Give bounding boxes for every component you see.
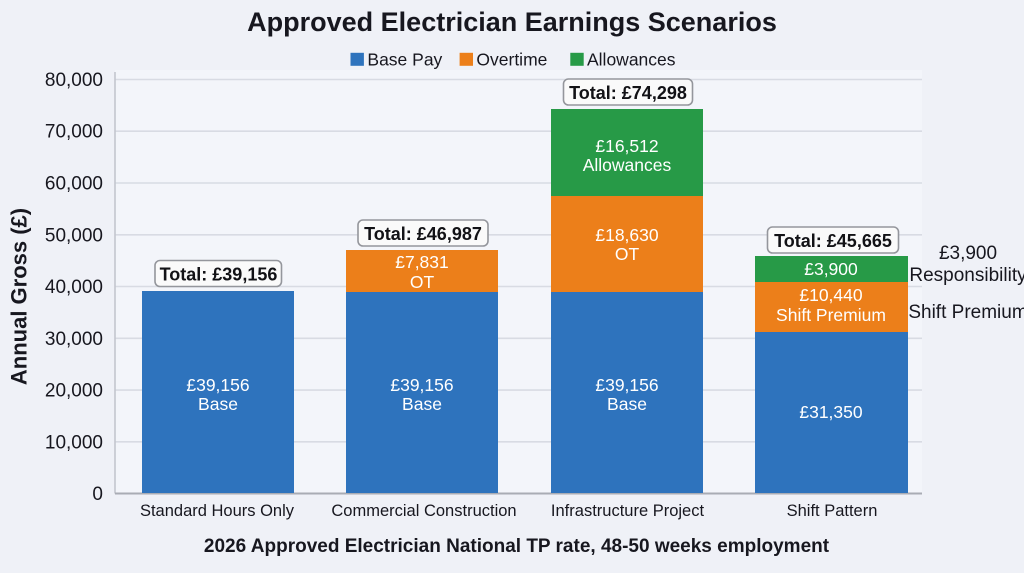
svg-text:£10,440: £10,440	[799, 285, 863, 305]
svg-text:Approved Electrician Earnings: Approved Electrician Earnings Scenarios	[247, 7, 777, 37]
svg-text:£3,900: £3,900	[939, 243, 997, 264]
svg-text:Standard Hours Only: Standard Hours Only	[140, 502, 295, 520]
svg-text:Responsibility: Responsibility	[909, 265, 1024, 286]
svg-text:50,000: 50,000	[45, 225, 103, 246]
svg-text:£39,156: £39,156	[390, 375, 453, 395]
svg-text:£3,900: £3,900	[804, 259, 858, 279]
svg-text:Base: Base	[607, 394, 647, 414]
svg-text:Base: Base	[402, 394, 442, 414]
svg-text:10,000: 10,000	[45, 432, 103, 453]
svg-text:Total: £39,156: Total: £39,156	[160, 265, 278, 285]
svg-text:Shift Premium: Shift Premium	[776, 305, 886, 325]
svg-text:£7,831: £7,831	[395, 252, 449, 272]
svg-text:Total: £46,987: Total: £46,987	[364, 224, 482, 244]
svg-text:2026 Approved Electrician Nati: 2026 Approved Electrician National TP ra…	[204, 536, 830, 557]
svg-text:Commercial Construction: Commercial Construction	[331, 502, 516, 520]
svg-text:0: 0	[92, 484, 103, 505]
svg-text:70,000: 70,000	[45, 122, 103, 143]
svg-text:Allowances: Allowances	[587, 50, 676, 70]
svg-text:£39,156: £39,156	[186, 375, 249, 395]
svg-text:£16,512: £16,512	[595, 136, 658, 156]
svg-text:30,000: 30,000	[45, 329, 103, 350]
svg-text:Allowances: Allowances	[583, 155, 672, 175]
svg-text:20,000: 20,000	[45, 381, 103, 402]
svg-text:Shift Pattern: Shift Pattern	[787, 502, 878, 520]
svg-text:OT: OT	[615, 244, 640, 264]
svg-text:Overtime: Overtime	[476, 50, 547, 70]
svg-text:Base: Base	[198, 394, 238, 414]
svg-text:Total: £45,665: Total: £45,665	[774, 231, 892, 251]
svg-text:Total: £74,298: Total: £74,298	[569, 83, 687, 103]
svg-text:60,000: 60,000	[45, 174, 103, 195]
svg-text:£31,350: £31,350	[799, 402, 863, 422]
svg-text:80,000: 80,000	[45, 70, 103, 91]
svg-text:Base Pay: Base Pay	[367, 50, 442, 70]
svg-text:£18,630: £18,630	[595, 225, 659, 245]
svg-text:OT: OT	[410, 272, 435, 292]
svg-text:£39,156: £39,156	[595, 375, 658, 395]
svg-text:Shift Premium: Shift Premium	[908, 302, 1024, 323]
svg-text:40,000: 40,000	[45, 277, 103, 298]
svg-text:Annual Gross (£): Annual Gross (£)	[7, 208, 32, 385]
svg-text:Infrastructure Project: Infrastructure Project	[551, 502, 705, 520]
